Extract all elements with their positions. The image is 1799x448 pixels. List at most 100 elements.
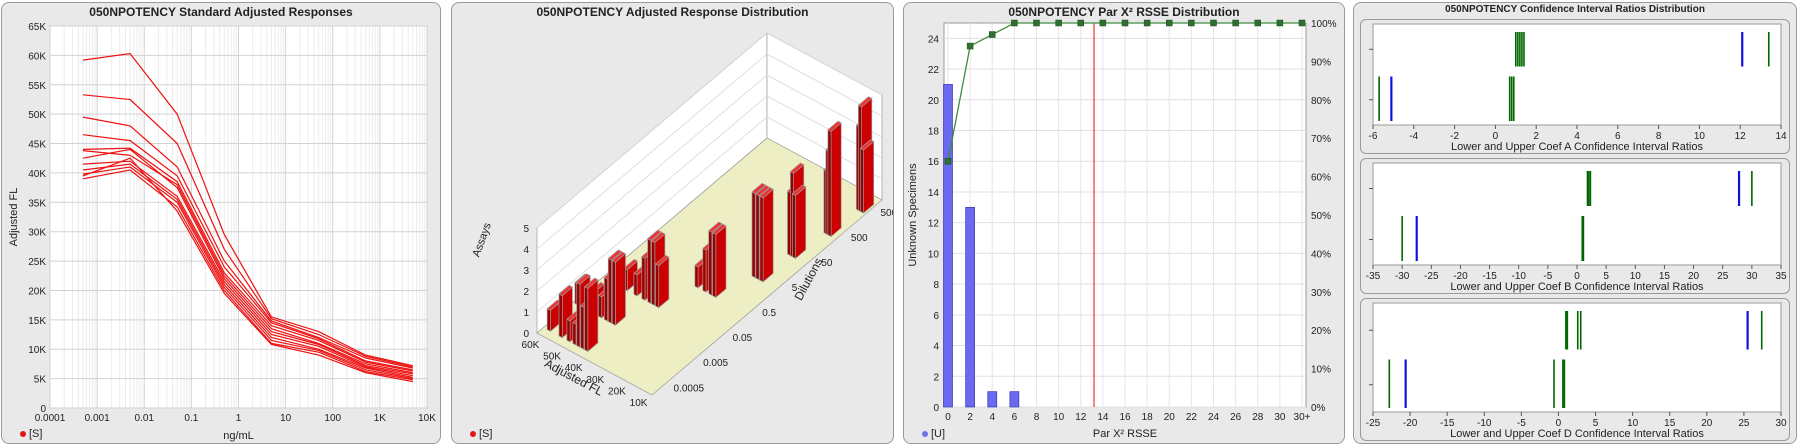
bar-top-face: [611, 251, 627, 263]
x-tick-label: 20: [1164, 412, 1176, 423]
series-line: [82, 157, 413, 383]
legend-label: [S]: [479, 428, 493, 440]
y-tick-label: 0.0005: [674, 383, 705, 394]
cumulative-marker: [944, 157, 952, 165]
y-tick-label: 50: [821, 258, 833, 269]
bar-top-face: [759, 187, 774, 199]
y-tick-label: 24: [928, 34, 940, 45]
x-tick-label: 15: [1664, 418, 1676, 429]
cumulative-marker: [1011, 19, 1018, 27]
bar-side-face: [641, 255, 646, 301]
x-tick-label: 0.001: [85, 413, 110, 424]
y-tick-label: 35K: [28, 198, 46, 209]
bar-top-face: [558, 284, 574, 297]
x-tick-label: -5: [1543, 271, 1552, 282]
x-tick-label: 60K: [522, 340, 540, 351]
z-tick-label: 2: [523, 287, 529, 298]
grid-line: [536, 116, 883, 313]
y2-tick-label: 20%: [1311, 326, 1331, 337]
x-tick-label: 4: [1574, 131, 1580, 142]
x-tick-label: -25: [1424, 271, 1439, 282]
bar-top-face: [827, 120, 842, 132]
y-tick-label: 0: [40, 404, 46, 415]
x-tick-label: 12: [1075, 412, 1087, 423]
ci-chart-coef-b: -35 -30 -25 -20 -15 -10 -5 0 5 10 15 20 25 30 35 Lower …: [1366, 162, 1787, 293]
bar-front-face: [863, 140, 875, 214]
series-line: [82, 147, 413, 372]
x-tick-label: 2: [967, 412, 973, 423]
bar-side-face: [827, 129, 832, 238]
y2-tick-label: 50%: [1311, 211, 1331, 222]
x-tick-label: 10: [1627, 418, 1639, 429]
x-tick-label: 24: [1208, 412, 1220, 423]
cumulative-marker: [1099, 19, 1107, 27]
y2-tick-label: 40%: [1311, 249, 1331, 260]
panel-title: 050NPOTENCY Standard Adjusted Responses: [89, 5, 353, 19]
series-line: [82, 150, 413, 374]
x-tick-label: 35: [1775, 271, 1787, 282]
x-tick-label: 0: [1556, 418, 1562, 429]
bar-side-face: [566, 318, 571, 343]
bar-top-face: [647, 229, 662, 241]
bar-top-face: [755, 185, 770, 197]
series-line: [82, 134, 413, 371]
x-tick-label: 8: [1034, 412, 1040, 423]
bar-side-face: [558, 293, 563, 339]
x-tick-label: 15: [1659, 271, 1671, 282]
y-tick-label: 50K: [28, 110, 46, 121]
bar-side-face: [584, 286, 589, 353]
y-tick-label: 60K: [28, 51, 46, 62]
bar-side-face: [694, 264, 699, 289]
cumulative-marker: [1055, 19, 1062, 27]
y-tick-label: 45K: [28, 140, 46, 151]
x-tick-label: 10: [1053, 412, 1065, 423]
x-tick-label: 12: [1735, 131, 1747, 142]
x-tick-label: 18: [1142, 412, 1154, 423]
x-tick-label: -30: [1395, 271, 1410, 282]
standard-responses-panel: 050NPOTENCY Standard Adjusted Responses …: [1, 2, 441, 444]
x-tick-label: 26: [1230, 412, 1242, 423]
bar-side-face: [598, 294, 603, 319]
ci-subplot-coef-a: -6 -4 -2 0 2 4 6 8 10 12 14 Lower and Upper Coef A …: [1360, 19, 1790, 154]
bar-side-face: [546, 308, 551, 332]
standard-responses-chart: 0.0001 0.001 0.01 0.1 1 10 100 1K 10K 0 5K 10K 15K 20…: [8, 22, 436, 442]
x-tick-label: -20: [1403, 418, 1418, 429]
y-tick-label: 4: [933, 342, 939, 353]
bar-side-face: [580, 305, 585, 350]
x-axis-label: Lower and Upper Coef B Confidence Interv…: [1450, 281, 1704, 293]
bar-front-face: [715, 225, 727, 299]
cumulative-marker: [1276, 19, 1284, 27]
bar-front-face: [830, 122, 842, 238]
z-tick-label: 5: [523, 224, 529, 235]
x-tick-label: 0: [1574, 271, 1580, 282]
y-axis-label: Adjusted FL: [8, 188, 20, 247]
x-tick-label: 20: [1688, 271, 1700, 282]
x-tick-label: 30+: [1294, 412, 1311, 423]
bar-side-face: [860, 147, 864, 214]
cumulative-marker: [1143, 19, 1151, 27]
bar-side-face: [759, 195, 764, 283]
bar-side-face: [751, 191, 756, 279]
bar-front-face: [762, 188, 774, 283]
y-tick-label: 18: [928, 127, 940, 138]
x-axis-label: Lower and Upper Coef D Confidence Interv…: [1450, 428, 1704, 440]
x-tick-label: -10: [1477, 418, 1492, 429]
grid-line: [536, 53, 883, 250]
plot-area: [1372, 23, 1782, 126]
x-tick-label: 1K: [374, 413, 387, 424]
y2-tick-label: 30%: [1311, 288, 1331, 299]
bar-side-face: [607, 257, 612, 324]
x-tick-label: 5: [1593, 418, 1599, 429]
bar-top-face: [859, 139, 875, 151]
x-tick-label: -10: [1511, 271, 1526, 282]
series-line: [82, 163, 413, 378]
y-tick-label: 2: [933, 372, 939, 383]
bar-front-face: [615, 252, 626, 327]
x-tick-label: 14: [1097, 412, 1109, 423]
ci-ratios-panel: 050NPOTENCY Confidence Interval Ratios D…: [1353, 2, 1797, 444]
x-tick-label: 100: [324, 413, 341, 424]
x-tick-label: 5: [1603, 271, 1609, 282]
y-tick-label: 16: [928, 157, 940, 168]
